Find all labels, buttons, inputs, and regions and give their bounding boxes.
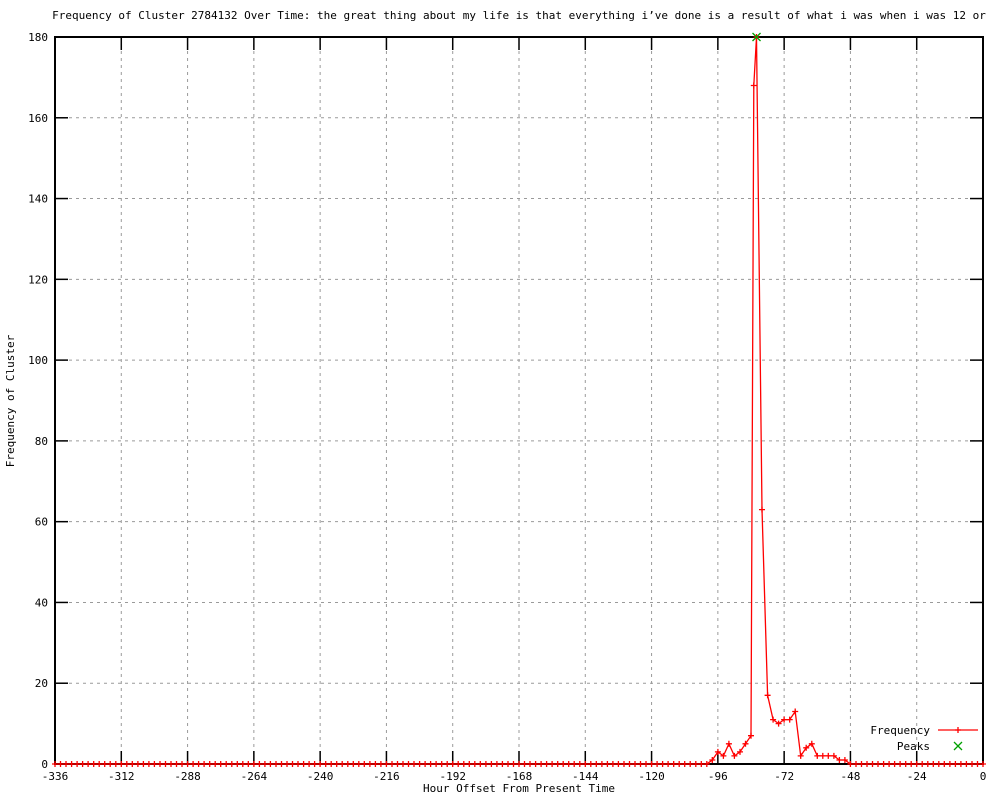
legend-frequency-plus (955, 727, 961, 733)
y-tick-label: 80 (35, 435, 48, 448)
x-tick-label: -168 (506, 770, 533, 783)
x-axis-title: Hour Offset From Present Time (423, 782, 615, 795)
y-tick-label: 120 (28, 273, 48, 286)
data-series (52, 32, 986, 767)
y-tick-label: 40 (35, 596, 48, 609)
x-tick-label: -240 (307, 770, 334, 783)
x-tick-label: -264 (241, 770, 268, 783)
x-tick-label: 0 (980, 770, 987, 783)
x-tick-label: -144 (572, 770, 599, 783)
x-tick-label: -336 (42, 770, 69, 783)
x-tick-label: -96 (708, 770, 728, 783)
y-tick-label: 100 (28, 354, 48, 367)
y-tick-label: 0 (41, 758, 48, 771)
peaks-cross-marker (752, 32, 761, 42)
legend-glyphs (938, 727, 978, 751)
legend-label-peaks: Peaks (897, 740, 930, 753)
legend: Frequency Peaks (870, 724, 978, 753)
x-tick-label: -192 (439, 770, 466, 783)
y-tick-labels: 0 20 40 60 80 100 120 140 160 180 (28, 31, 48, 771)
x-tick-label: -216 (373, 770, 400, 783)
x-tick-label: -48 (840, 770, 860, 783)
y-tick-label: 180 (28, 31, 48, 44)
frequency-plus-markers (52, 34, 986, 767)
x-tick-label: -72 (774, 770, 794, 783)
x-tick-labels: -336 -312 -288 -264 -240 -216 -192 -168 -144 -120… (42, 770, 987, 783)
x-tick-label: -24 (907, 770, 927, 783)
x-tick-label: -120 (638, 770, 665, 783)
x-tick-label: -312 (108, 770, 135, 783)
x-tick-label: -288 (174, 770, 201, 783)
y-tick-label: 140 (28, 193, 48, 206)
y-axis-title: Frequency of Cluster (4, 334, 17, 467)
legend-peaks-cross (953, 741, 963, 751)
y-tick-label: 20 (35, 677, 48, 690)
legend-label-frequency: Frequency (870, 724, 930, 737)
y-tick-label: 160 (28, 112, 48, 125)
y-tick-label: 60 (35, 516, 48, 529)
gridlines (55, 37, 983, 764)
chart-title: Frequency of Cluster 2784132 Over Time: … (52, 9, 986, 22)
